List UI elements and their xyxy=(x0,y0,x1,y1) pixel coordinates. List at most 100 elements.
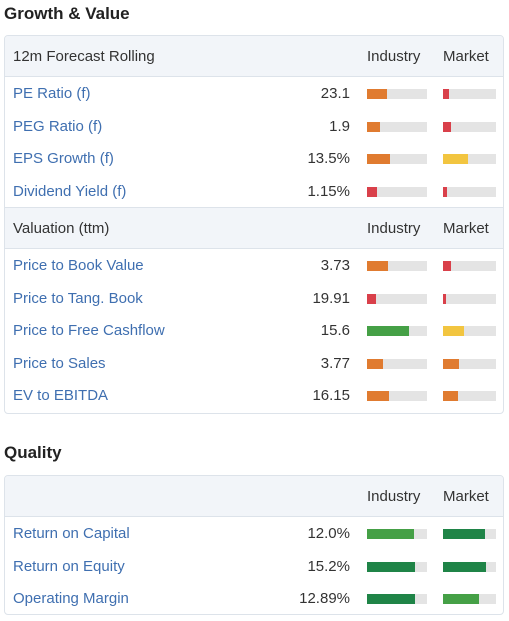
metric-row: EPS Growth (f) 13.5% xyxy=(5,142,503,175)
market-bar-fill xyxy=(443,261,451,271)
market-bar-fill xyxy=(443,391,458,401)
metric-value: 15.6 xyxy=(320,322,350,339)
market-comparison-bar xyxy=(443,358,496,369)
metric-label-link[interactable]: EPS Growth (f) xyxy=(13,150,114,167)
industry-bar-fill xyxy=(367,121,381,132)
metric-row: EV to EBITDA 16.15 xyxy=(5,379,503,412)
metric-label-link[interactable]: Price to Tang. Book xyxy=(13,289,143,307)
metric-label-link[interactable]: Price to Free Cashflow xyxy=(13,322,165,339)
forecast-col-industry: Industry xyxy=(367,48,421,65)
market-comparison-bar xyxy=(443,154,496,164)
quality-header: Industry Market xyxy=(5,476,503,517)
growth-value-title: Growth & Value xyxy=(4,4,130,23)
valuation-col-market: Market xyxy=(443,220,489,237)
metric-row: Price to Free Cashflow 15.6 xyxy=(5,314,503,347)
quality-rows: Return on Capital 12.0% Return on Equity 15… xyxy=(5,517,503,614)
metric-value: 15.2% xyxy=(307,557,350,575)
metric-label-link[interactable]: PEG Ratio (f) xyxy=(13,117,103,135)
metric-value: 23.1 xyxy=(320,85,350,102)
market-bar-fill xyxy=(443,561,487,572)
metric-value: 19.91 xyxy=(312,289,350,307)
quality-card: Industry Market Return on Capital 12.0% Re… xyxy=(4,475,504,615)
industry-bar-fill xyxy=(367,154,390,164)
metric-label-link[interactable]: Price to Sales xyxy=(13,354,106,372)
industry-comparison-bar xyxy=(367,391,427,401)
industry-bar-fill xyxy=(367,186,378,197)
valuation-header: Valuation (ttm) Industry Market xyxy=(5,207,503,249)
metric-value: 13.5% xyxy=(307,150,350,167)
market-bar-fill xyxy=(443,529,486,539)
metric-value: 3.73 xyxy=(320,257,350,274)
metric-label-link[interactable]: Price to Book Value xyxy=(13,257,144,274)
industry-bar-fill xyxy=(367,293,376,304)
metric-label-link[interactable]: Operating Margin xyxy=(13,590,129,607)
market-comparison-bar xyxy=(443,326,496,336)
metric-label-link[interactable]: Return on Equity xyxy=(13,557,125,575)
growth-value-card: 12m Forecast Rolling Industry Market PE … xyxy=(4,35,504,414)
metric-label-link[interactable]: Return on Capital xyxy=(13,525,130,542)
industry-bar-fill xyxy=(367,261,388,271)
market-comparison-bar xyxy=(443,121,496,132)
metric-row: Price to Tang. Book 19.91 xyxy=(5,282,503,315)
metric-label-link[interactable]: Dividend Yield (f) xyxy=(13,182,127,200)
metric-value: 12.89% xyxy=(299,590,350,607)
industry-bar-fill xyxy=(367,358,384,369)
industry-bar-fill xyxy=(367,326,409,336)
metric-row: Price to Sales 3.77 xyxy=(5,347,503,380)
metric-value: 16.15 xyxy=(312,387,350,404)
industry-bar-fill xyxy=(367,529,414,539)
metric-row: PE Ratio (f) 23.1 xyxy=(5,77,503,110)
metric-row: Return on Capital 12.0% xyxy=(5,517,503,550)
valuation-col-industry: Industry xyxy=(367,220,421,237)
metric-label-link[interactable]: EV to EBITDA xyxy=(13,387,109,404)
metric-value: 1.15% xyxy=(307,182,350,200)
industry-comparison-bar xyxy=(367,529,427,539)
forecast-header-title: 12m Forecast Rolling xyxy=(13,48,155,65)
industry-comparison-bar xyxy=(367,89,427,99)
industry-comparison-bar xyxy=(367,358,427,369)
valuation-header-title: Valuation (ttm) xyxy=(13,220,110,237)
market-bar-fill xyxy=(443,326,465,336)
market-comparison-bar xyxy=(443,529,496,539)
industry-comparison-bar xyxy=(367,154,427,164)
metric-row: Operating Margin 12.89% xyxy=(5,582,503,614)
industry-comparison-bar xyxy=(367,186,427,197)
market-bar-fill xyxy=(443,89,450,99)
metric-value: 12.0% xyxy=(307,525,350,542)
market-comparison-bar xyxy=(443,261,496,271)
industry-comparison-bar xyxy=(367,594,427,604)
forecast-header: 12m Forecast Rolling Industry Market xyxy=(5,36,503,77)
metric-row: PEG Ratio (f) 1.9 xyxy=(5,110,503,143)
market-comparison-bar xyxy=(443,293,496,304)
industry-comparison-bar xyxy=(367,293,427,304)
market-comparison-bar xyxy=(443,186,496,197)
valuation-rows: Price to Book Value 3.73 Price to Tang. Bo… xyxy=(5,249,503,412)
metric-row: Dividend Yield (f) 1.15% xyxy=(5,175,503,208)
metric-row: Price to Book Value 3.73 xyxy=(5,249,503,282)
industry-bar-fill xyxy=(367,391,390,401)
industry-comparison-bar xyxy=(367,261,427,271)
forecast-col-market: Market xyxy=(443,48,489,65)
market-comparison-bar xyxy=(443,391,496,401)
quality-title: Quality xyxy=(4,443,62,462)
metric-value: 3.77 xyxy=(320,354,350,372)
industry-comparison-bar xyxy=(367,561,427,572)
market-comparison-bar xyxy=(443,561,496,572)
industry-bar-fill xyxy=(367,561,415,572)
industry-comparison-bar xyxy=(367,121,427,132)
quality-col-industry: Industry xyxy=(367,488,421,505)
metric-label-link[interactable]: PE Ratio (f) xyxy=(13,85,91,102)
forecast-rows: PE Ratio (f) 23.1 PEG Ratio (f) 1.9 EPS Grow… xyxy=(5,77,503,207)
metric-row: Return on Equity 15.2% xyxy=(5,550,503,583)
market-bar-fill xyxy=(443,293,446,304)
metric-value: 1.9 xyxy=(329,117,350,135)
industry-comparison-bar xyxy=(367,326,427,336)
industry-bar-fill xyxy=(367,89,387,99)
industry-bar-fill xyxy=(367,594,415,604)
market-bar-fill xyxy=(443,358,459,369)
quality-col-market: Market xyxy=(443,488,489,505)
market-comparison-bar xyxy=(443,89,496,99)
market-bar-fill xyxy=(443,594,480,604)
market-comparison-bar xyxy=(443,594,496,604)
market-bar-fill xyxy=(443,121,452,132)
